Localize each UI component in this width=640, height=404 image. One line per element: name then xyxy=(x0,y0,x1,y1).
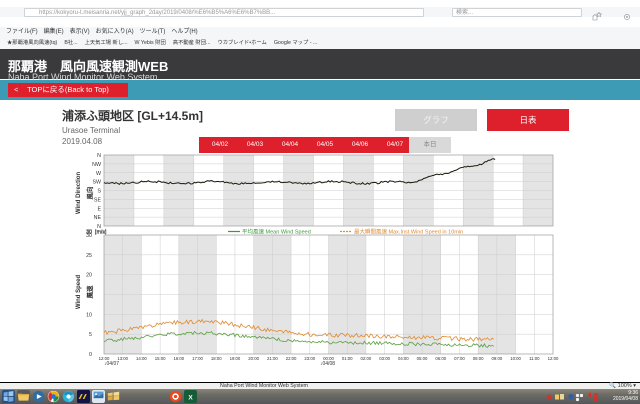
svg-text:23:00: 23:00 xyxy=(304,356,315,361)
svg-text:5: 5 xyxy=(89,332,92,338)
svg-text:19:00: 19:00 xyxy=(230,356,241,361)
svg-text:22:00: 22:00 xyxy=(286,356,297,361)
svg-text:03:00: 03:00 xyxy=(379,356,390,361)
svg-text:02:00: 02:00 xyxy=(361,356,372,361)
svg-text:11:00: 11:00 xyxy=(529,356,540,361)
svg-text:0: 0 xyxy=(89,352,92,358)
svg-text:18:00: 18:00 xyxy=(211,356,222,361)
svg-text:↓04/07: ↓04/07 xyxy=(104,361,119,367)
svg-text:21:00: 21:00 xyxy=(267,356,278,361)
svg-text:20:00: 20:00 xyxy=(248,356,259,361)
svg-text:[m/s]: [m/s] xyxy=(95,229,107,235)
svg-text:06:00: 06:00 xyxy=(435,356,446,361)
svg-text:04:00: 04:00 xyxy=(398,356,409,361)
svg-text:SW: SW xyxy=(92,180,101,186)
svg-text:01:00: 01:00 xyxy=(342,356,353,361)
svg-text:W: W xyxy=(96,171,101,177)
svg-text:25: 25 xyxy=(86,253,92,259)
svg-text:Wind Direction: Wind Direction xyxy=(76,172,82,215)
svg-text:SE: SE xyxy=(94,197,102,203)
svg-text:12:00: 12:00 xyxy=(548,356,559,361)
svg-text:10:00: 10:00 xyxy=(510,356,521,361)
svg-text:14:00: 14:00 xyxy=(136,356,147,361)
svg-text:05:00: 05:00 xyxy=(417,356,428,361)
svg-text:平均風速 Mean Wind Speed: 平均風速 Mean Wind Speed xyxy=(242,228,311,236)
svg-text:17:00: 17:00 xyxy=(192,356,203,361)
svg-text:Wind Speed: Wind Speed xyxy=(76,275,82,310)
svg-text:07:00: 07:00 xyxy=(454,356,465,361)
svg-text:10: 10 xyxy=(86,312,92,318)
svg-text:↓04/08: ↓04/08 xyxy=(320,361,335,367)
svg-text:08:00: 08:00 xyxy=(473,356,484,361)
svg-text:S: S xyxy=(97,189,101,195)
svg-text:20: 20 xyxy=(86,273,92,279)
svg-text:16:00: 16:00 xyxy=(173,356,184,361)
svg-text:NW: NW xyxy=(92,162,101,168)
svg-text:風速: 風速 xyxy=(85,285,94,299)
svg-text:E: E xyxy=(97,206,101,212)
svg-text:09:00: 09:00 xyxy=(491,356,502,361)
svg-text:風向: 風向 xyxy=(85,186,94,200)
svg-text:30: 30 xyxy=(86,229,92,235)
svg-text:X: X xyxy=(188,394,193,401)
svg-text:13:00: 13:00 xyxy=(117,356,128,361)
svg-text:NE: NE xyxy=(94,215,102,221)
svg-text:最大瞬間風速 Max.Inst.Wind Speed in: 最大瞬間風速 Max.Inst.Wind Speed in 10min xyxy=(354,228,463,236)
svg-text:N: N xyxy=(97,153,101,159)
svg-text:15:00: 15:00 xyxy=(155,356,166,361)
